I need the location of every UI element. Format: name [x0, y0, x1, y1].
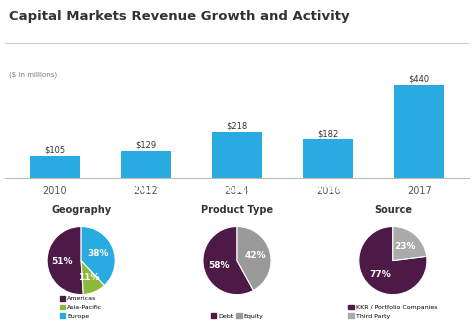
Text: Geography: Geography	[51, 205, 111, 215]
Text: $129: $129	[136, 140, 156, 149]
Text: $105: $105	[44, 145, 65, 155]
Bar	[121, 151, 171, 178]
Bar	[303, 139, 353, 178]
Bar	[30, 156, 80, 178]
Bar	[394, 85, 444, 178]
Text: Source: Source	[374, 205, 412, 215]
Legend: Americas, Asia-Pacific, Europe: Americas, Asia-Pacific, Europe	[57, 293, 105, 321]
Text: $182: $182	[318, 129, 339, 138]
Text: $218: $218	[227, 121, 247, 131]
Text: Capital Markets Revenue Growth and Activity: Capital Markets Revenue Growth and Activ…	[9, 10, 350, 23]
Text: $440: $440	[409, 74, 430, 84]
Legend: KKR / Portfolio Companies, Third Party: KKR / Portfolio Companies, Third Party	[346, 302, 440, 321]
Text: Capital Markets Transaction Fees: Capital Markets Transaction Fees	[139, 52, 335, 62]
Bar	[212, 132, 262, 178]
Legend: Debt, Equity: Debt, Equity	[208, 311, 266, 321]
Text: Product Type: Product Type	[201, 205, 273, 215]
Text: ($ in millions): ($ in millions)	[9, 71, 57, 78]
Text: 2017 Revenue Contribution by Area: 2017 Revenue Contribution by Area	[132, 184, 342, 194]
